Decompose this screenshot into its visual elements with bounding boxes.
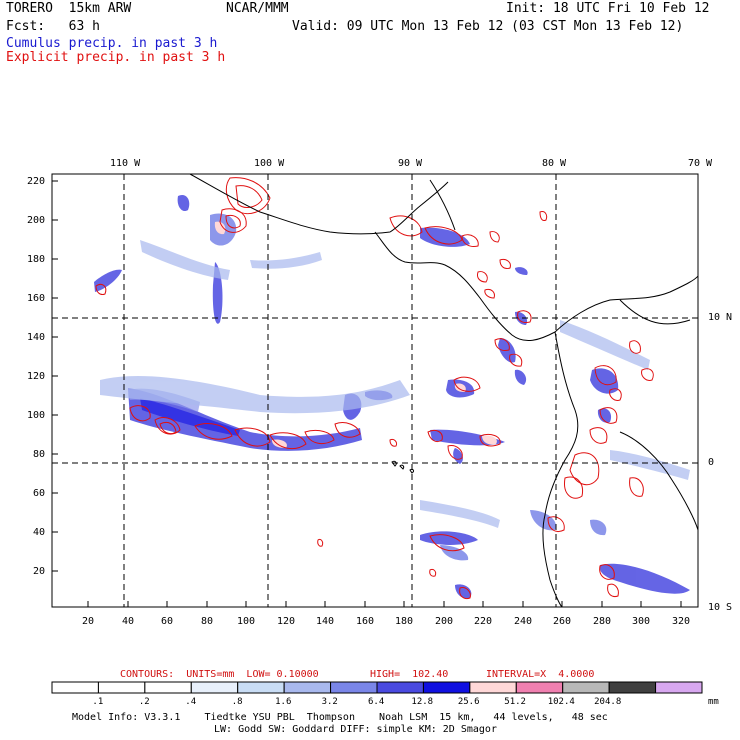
lat-label-10n: 10 N bbox=[708, 312, 733, 323]
y-tick-140: 140 bbox=[27, 332, 46, 343]
colorbar-cell bbox=[469, 681, 517, 694]
x-tick-300: 300 bbox=[632, 616, 651, 627]
colorbar-cell bbox=[515, 681, 564, 694]
lon-label-70w: 70 W bbox=[688, 158, 713, 169]
lat-label-0: 0 bbox=[708, 457, 715, 468]
explicit-precip-contours bbox=[95, 177, 654, 599]
colorbar-label: 1.6 bbox=[275, 697, 292, 707]
colorbar-label: .2 bbox=[138, 697, 150, 707]
x-tick-280: 280 bbox=[593, 616, 612, 627]
forecast-hour: Fcst: 63 h bbox=[6, 19, 100, 34]
contour-interval: INTERVAL=X 4.0000 bbox=[486, 669, 595, 680]
y-tick-60: 60 bbox=[33, 488, 46, 499]
x-tick-240: 240 bbox=[514, 616, 533, 627]
center-label: NCAR/MMM bbox=[226, 1, 289, 16]
explicit-legend: Explicit precip. in past 3 h bbox=[6, 50, 226, 65]
coastlines bbox=[189, 174, 698, 607]
x-axis-ticks bbox=[87, 601, 682, 607]
colorbar-cell bbox=[97, 681, 146, 694]
contour-units: CONTOURS: UNITS=mm LOW= 0.10000 bbox=[120, 669, 319, 680]
model-title: TORERO 15km ARW bbox=[6, 1, 132, 16]
lon-label-100w: 100 W bbox=[254, 158, 285, 169]
colorbar-cell bbox=[422, 681, 471, 694]
model-info-line2: LW: Godd SW: Goddard DIFF: simple KM: 2D… bbox=[214, 724, 497, 735]
x-tick-140: 140 bbox=[316, 616, 335, 627]
contour-high: HIGH= 102.40 bbox=[370, 669, 449, 680]
y-tick-120: 120 bbox=[27, 371, 46, 382]
model-info-line1: Model Info: V3.3.1 Tiedtke YSU PBL Thomp… bbox=[72, 712, 608, 723]
x-tick-180: 180 bbox=[395, 616, 414, 627]
colorbar-label: 6.4 bbox=[368, 697, 385, 707]
x-tick-100: 100 bbox=[237, 616, 256, 627]
x-tick-80: 80 bbox=[201, 616, 214, 627]
colorbar-label: 51.2 bbox=[504, 697, 526, 707]
light-cumulus-precip bbox=[100, 240, 690, 528]
colorbar-cell bbox=[283, 681, 332, 694]
y-axis-ticks bbox=[52, 180, 58, 572]
x-tick-200: 200 bbox=[435, 616, 454, 627]
heavy-precip-cores bbox=[214, 221, 497, 448]
cumulus-legend: Cumulus precip. in past 3 h bbox=[6, 36, 218, 51]
colorbar-label: 3.2 bbox=[321, 697, 338, 707]
colorbar-label: 102.4 bbox=[547, 697, 575, 707]
x-tick-60: 60 bbox=[161, 616, 174, 627]
colorbar-label: 204.8 bbox=[594, 697, 622, 707]
lon-label-80w: 80 W bbox=[542, 158, 567, 169]
x-tick-220: 220 bbox=[474, 616, 493, 627]
y-tick-220: 220 bbox=[27, 176, 46, 187]
lon-label-110w: 110 W bbox=[110, 158, 141, 169]
x-tick-40: 40 bbox=[122, 616, 135, 627]
colorbar-cell bbox=[608, 681, 657, 694]
colorbar-cell bbox=[376, 681, 424, 694]
lat-lon-grid bbox=[52, 174, 698, 607]
colorbar-label: .1 bbox=[92, 697, 104, 707]
colorbar-cell bbox=[144, 681, 192, 694]
colorbar-cell bbox=[562, 681, 610, 694]
y-tick-180: 180 bbox=[27, 254, 46, 265]
y-tick-160: 160 bbox=[27, 293, 46, 304]
colorbar-cell bbox=[655, 681, 703, 694]
colorbar-cell bbox=[237, 681, 285, 694]
x-tick-160: 160 bbox=[356, 616, 375, 627]
y-tick-40: 40 bbox=[33, 527, 46, 538]
valid-time: Valid: 09 UTC Mon 13 Feb 12 (03 CST Mon … bbox=[292, 19, 684, 34]
colorbar-label: .8 bbox=[231, 697, 243, 707]
y-tick-80: 80 bbox=[33, 449, 46, 460]
colorbar-label: 25.6 bbox=[457, 697, 480, 707]
y-tick-100: 100 bbox=[27, 410, 46, 421]
lon-label-90w: 90 W bbox=[398, 158, 423, 169]
colorbar-unit: mm bbox=[708, 697, 719, 707]
colorbar-label: .4 bbox=[185, 697, 197, 707]
y-tick-200: 200 bbox=[27, 215, 46, 226]
colorbar-label: 12.8 bbox=[411, 697, 434, 707]
x-tick-120: 120 bbox=[277, 616, 296, 627]
x-tick-20: 20 bbox=[82, 616, 95, 627]
lat-label-10s: 10 S bbox=[708, 602, 733, 613]
map-frame bbox=[51, 173, 699, 608]
x-tick-320: 320 bbox=[672, 616, 691, 627]
colorbar-cell bbox=[190, 681, 239, 694]
colorbar-cell bbox=[51, 681, 99, 694]
y-tick-20: 20 bbox=[33, 566, 46, 577]
x-tick-260: 260 bbox=[553, 616, 572, 627]
init-time: Init: 18 UTC Fri 10 Feb 12 bbox=[506, 1, 710, 16]
colorbar-cell bbox=[330, 681, 378, 694]
colorbar bbox=[51, 681, 703, 694]
